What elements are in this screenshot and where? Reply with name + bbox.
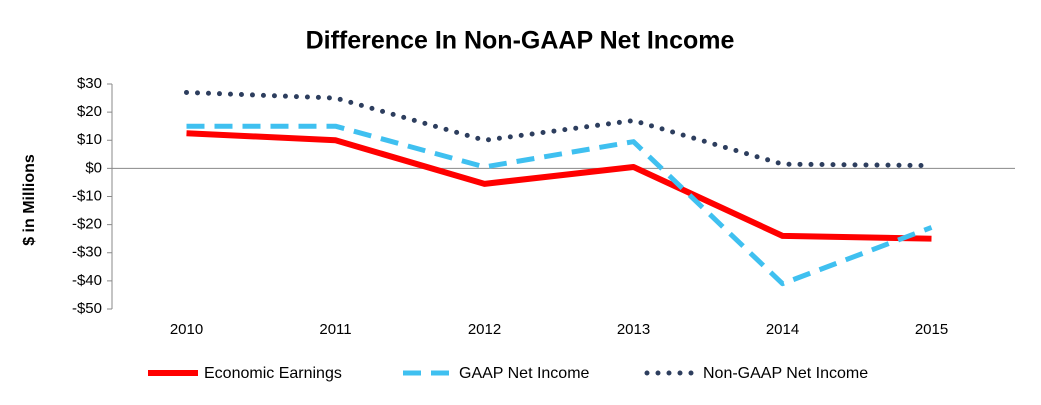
y-tick-label: $10 <box>77 131 102 148</box>
x-tick-label: 2015 <box>915 321 948 338</box>
y-tick-label: -$40 <box>72 272 102 289</box>
x-tick-label: 2011 <box>319 321 351 338</box>
y-tick-label: $0 <box>85 159 102 176</box>
y-tick-label: $20 <box>77 103 102 120</box>
y-axis-label: $ in Millions <box>21 154 38 246</box>
x-tick-label: 2014 <box>766 321 799 338</box>
legend-label: GAAP Net Income <box>459 365 590 382</box>
legend-label: Economic Earnings <box>204 365 342 382</box>
legend-label: Non-GAAP Net Income <box>703 365 868 382</box>
y-tick-label: -$20 <box>72 216 102 233</box>
series-line <box>186 130 932 242</box>
y-tick-label: $30 <box>77 75 102 92</box>
y-tick-label: -$50 <box>72 300 102 317</box>
chart-title: Difference In Non-GAAP Net Income <box>306 27 735 55</box>
x-tick-label: 2010 <box>170 321 203 338</box>
x-tick-label: 2013 <box>617 321 650 338</box>
x-tick-label: 2012 <box>468 321 501 338</box>
y-tick-label: -$10 <box>72 187 102 204</box>
series-line <box>186 123 933 287</box>
y-tick-label: -$30 <box>72 244 102 261</box>
